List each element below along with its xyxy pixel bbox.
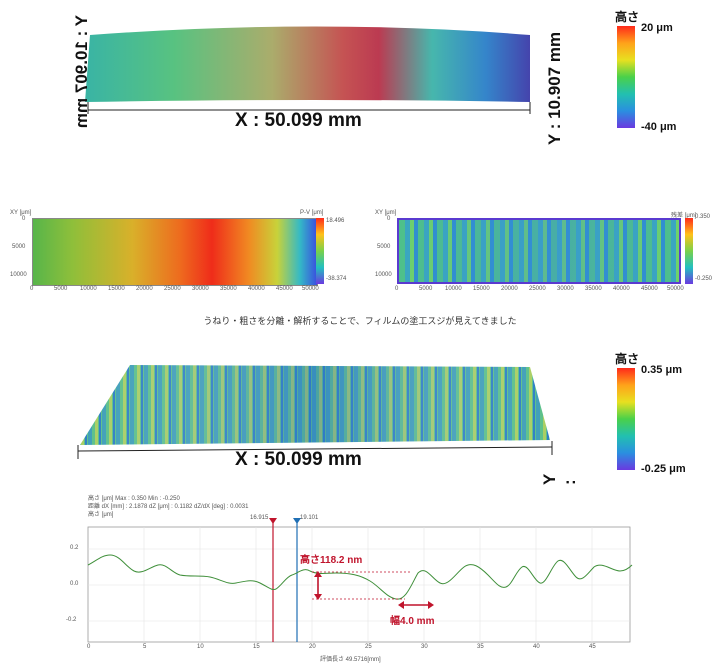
x-tick: 40 <box>533 644 540 650</box>
left-2d-map-panel: XY [μm] P-V [μm] 18.496 -38.374 0 5000 1… <box>10 210 346 295</box>
y-tick: -0.2 <box>66 617 77 623</box>
right-map-y-tick: 0 <box>387 216 391 222</box>
x-tick: 30 <box>421 644 428 650</box>
x-tick: 10 <box>197 644 204 650</box>
left-map-scalebar <box>316 218 324 284</box>
left-map-x-tick: 25000 <box>164 286 181 292</box>
right-map-x-tick: 5000 <box>419 286 433 292</box>
left-map-x-tick: 15000 <box>108 286 125 292</box>
left-map-x-tick: 50000 <box>302 286 319 292</box>
right-map-scale-min: -0.250 <box>695 276 713 282</box>
bottom-colorbar-gradient <box>617 368 635 470</box>
x-tick: 35 <box>477 644 484 650</box>
right-map-image <box>397 218 681 284</box>
y-tick: 0.0 <box>70 581 79 587</box>
left-map-y-tick: 5000 <box>12 244 26 250</box>
bottom-y-right-label: Y : <box>540 473 579 485</box>
left-map-x-tick: 40000 <box>248 286 265 292</box>
bottom-x-axis-label: X : 50.099 mm <box>235 449 362 470</box>
bottom-colorbar: 高さ 0.35 μm -0.25 μm <box>615 350 715 480</box>
left-map-scale-min: -38.374 <box>326 276 347 282</box>
left-map-y-tick: 0 <box>22 216 26 222</box>
right-map-x-tick: 45000 <box>641 286 658 292</box>
right-map-x-tick: 10000 <box>445 286 462 292</box>
left-map-x-tick: 35000 <box>220 286 237 292</box>
red-marker-label: 16.915 <box>250 515 269 521</box>
left-map-corner-label: XY [μm] <box>10 210 32 216</box>
right-map-corner-label: XY [μm] <box>375 210 397 216</box>
top-colorbar: 高さ 20 μm -40 μm <box>615 8 715 138</box>
left-map-x-tick: 5000 <box>54 286 68 292</box>
x-tick: 25 <box>365 644 372 650</box>
profile-header-line3: 高さ [μm] <box>88 512 114 518</box>
top-colorbar-gradient <box>617 26 635 128</box>
left-map-x-tick: 10000 <box>80 286 97 292</box>
right-2d-map-panel: XY [μm] 残差 [μm] 0.350 -0.250 0 5000 1000… <box>375 210 713 295</box>
right-map-scale-max: 0.350 <box>695 214 711 220</box>
profile-header-line1: 高さ [μm] Max : 0.350 Min : -0.250 <box>88 496 180 502</box>
right-map-x-tick: 15000 <box>473 286 490 292</box>
top-colorbar-title: 高さ <box>615 10 640 24</box>
left-map-x-ticks: 0 5000 10000 15000 20000 25000 30000 350… <box>30 286 319 294</box>
top-colorbar-min: -40 μm <box>641 121 677 133</box>
right-map-scalebar <box>685 218 693 284</box>
top-y-right-label: Y : 10.907 mm <box>545 31 564 145</box>
blue-marker-label: 19.101 <box>300 515 319 521</box>
blue-marker-handle[interactable] <box>293 518 301 524</box>
x-tick: 45 <box>589 644 596 650</box>
width-annotation: 幅4.0 mm <box>390 616 435 627</box>
right-map-x-tick: 35000 <box>585 286 602 292</box>
top-y-left-label: Y : 10.907 mm <box>72 15 91 129</box>
caption-text: うねり・粗さを分離・解析することで、フィルムの塗工スジが見えてきました <box>203 316 517 326</box>
top-colorbar-max: 20 μm <box>641 22 673 34</box>
bottom-colorbar-title: 高さ <box>615 352 640 366</box>
bottom-colorbar-max: 0.35 μm <box>641 364 682 376</box>
red-marker-handle[interactable] <box>269 518 277 524</box>
left-map-x-tick: 20000 <box>136 286 153 292</box>
right-map-x-tick: 0 <box>395 286 399 292</box>
left-map-x-tick: 0 <box>30 286 34 292</box>
right-map-x-tick: 25000 <box>529 286 546 292</box>
top-3d-view: X : 50.099 mm Y : 10.907 mm Y : 10.907 m… <box>60 10 570 145</box>
profile-line <box>87 554 633 600</box>
left-map-scale-label: P-V [μm] <box>300 210 324 216</box>
y-tick: 0.2 <box>70 545 79 551</box>
right-map-y-tick: 5000 <box>377 244 391 250</box>
right-map-x-tick: 30000 <box>557 286 574 292</box>
right-map-x-tick: 20000 <box>501 286 518 292</box>
x-tick: 15 <box>253 644 260 650</box>
profile-header-line2: 距離 dX [mm] : 2.1878 dZ [μm] : 0.1182 dZ/… <box>88 504 249 510</box>
bottom-colorbar-min: -0.25 μm <box>641 463 686 475</box>
right-map-scale-label: 残差 [μm] <box>671 213 697 219</box>
left-map-x-tick: 45000 <box>276 286 293 292</box>
left-map-image <box>32 218 318 286</box>
height-annotation: 高さ118.2 nm <box>300 555 363 566</box>
left-map-x-tick: 30000 <box>192 286 209 292</box>
top-3d-surface <box>85 26 531 114</box>
bottom-3d-view: X : 50.099 mm Y : <box>60 355 579 485</box>
top-x-axis-label: X : 50.099 mm <box>235 110 362 131</box>
x-tick: 5 <box>143 644 147 650</box>
right-map-x-tick: 40000 <box>613 286 630 292</box>
x-tick: 0 <box>87 644 91 650</box>
right-map-x-tick: 50000 <box>667 286 684 292</box>
x-tick: 20 <box>309 644 316 650</box>
bottom-3d-surface <box>77 365 553 459</box>
right-map-y-tick: 10000 <box>375 272 392 278</box>
profile-svg <box>87 518 633 643</box>
profile-plot: 16.915 19.101 高さ118.2 nm 幅4.0 mm 0.2 0.0… <box>60 515 640 665</box>
x-axis-label: 評価長さ 49.5716[mm] <box>320 657 381 663</box>
right-map-x-ticks: 0 5000 10000 15000 20000 25000 30000 350… <box>395 286 684 294</box>
left-map-y-tick: 10000 <box>10 272 27 278</box>
left-map-scale-max: 18.496 <box>326 218 345 224</box>
plot-frame <box>87 526 631 643</box>
